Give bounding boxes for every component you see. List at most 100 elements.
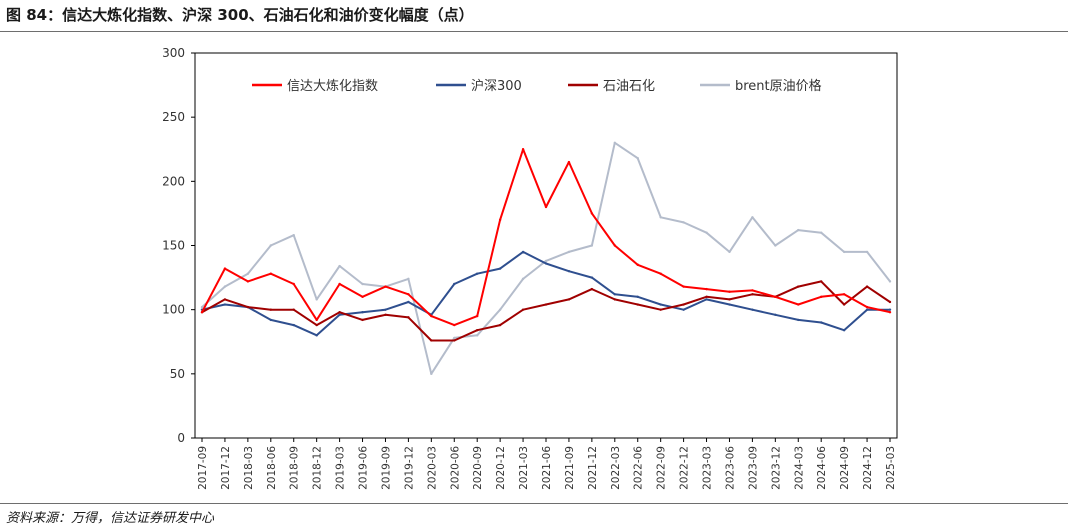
series-point	[223, 285, 227, 288]
series-point	[246, 272, 250, 275]
series-point	[590, 287, 594, 291]
series-point	[200, 305, 204, 309]
series-point	[590, 212, 594, 215]
x-tick-label: 2023-03	[702, 446, 714, 490]
series-point	[292, 234, 295, 237]
series-point	[521, 250, 525, 254]
series-point	[315, 323, 318, 327]
series-point	[774, 244, 777, 247]
series-point	[820, 321, 823, 324]
x-tick-label: 2019-06	[358, 446, 370, 490]
series-point	[384, 285, 387, 288]
series-point	[476, 329, 479, 332]
series-point	[659, 308, 662, 311]
series-point	[453, 336, 456, 340]
series-point	[613, 298, 616, 301]
y-tick-label: 250	[162, 110, 185, 124]
series-point	[361, 318, 364, 322]
x-tick-label: 2018-12	[312, 446, 324, 490]
series-point	[338, 264, 341, 268]
x-tick-label: 2018-09	[289, 446, 301, 490]
x-tick-label: 2021-03	[518, 446, 530, 490]
y-tick-label: 300	[162, 46, 185, 60]
series-point	[498, 323, 502, 327]
x-tick-label: 2019-12	[403, 446, 415, 490]
plot-area: 0 50 100 150 200 250 300 2017-09 2017-12 2018-03 2…	[162, 46, 898, 490]
series-point	[659, 216, 662, 219]
series-point	[705, 298, 708, 301]
series-point	[865, 250, 869, 254]
x-tick-label: 2021-06	[541, 446, 553, 490]
series-point	[384, 308, 387, 311]
x-tick-label: 2020-12	[495, 446, 507, 490]
y-tick-label: 200	[162, 174, 185, 188]
x-tick-label: 2022-03	[610, 446, 622, 490]
series-point	[888, 300, 892, 304]
series-point	[292, 308, 295, 311]
x-tick-label: 2020-09	[472, 446, 484, 490]
series-point	[590, 244, 594, 247]
series-point	[682, 303, 685, 306]
series-point	[705, 295, 708, 299]
chart-title: 图 84：信达大炼化指数、沪深 300、石油石化和油价变化幅度（点）	[6, 6, 474, 24]
series-point	[476, 272, 479, 275]
series-point	[476, 334, 479, 337]
x-tick-label: 2023-06	[724, 446, 736, 490]
top-divider	[0, 31, 1068, 32]
series-point	[820, 231, 823, 234]
series-point	[430, 372, 433, 376]
series-point	[567, 269, 571, 273]
series-point	[728, 290, 731, 293]
series-point	[338, 313, 341, 316]
legend-label-0: 信达大炼化指数	[287, 79, 378, 94]
y-tick-label: 50	[170, 367, 185, 381]
series-point	[636, 295, 639, 299]
series-point	[888, 311, 892, 314]
series-point	[476, 314, 479, 318]
series-point	[751, 293, 754, 296]
series-line-2	[201, 280, 891, 342]
series-point	[315, 298, 318, 301]
x-tick-label: 2021-12	[587, 446, 599, 490]
series-point	[682, 285, 685, 288]
x-tick-label: 2023-09	[747, 446, 759, 490]
series-point	[361, 282, 364, 286]
x-tick-label: 2024-09	[839, 446, 851, 490]
x-tick-label: 2019-03	[335, 446, 347, 490]
x-tick-label: 2022-12	[679, 446, 691, 490]
series-point	[430, 339, 433, 342]
series-point	[636, 303, 639, 306]
series-point	[728, 303, 731, 306]
series-point	[797, 303, 800, 306]
series-point	[820, 280, 823, 283]
series-point	[797, 318, 800, 322]
series-point	[223, 298, 227, 301]
series-point	[269, 244, 272, 247]
x-tick-label: 2020-03	[426, 446, 438, 490]
x-tick-label: 2022-09	[656, 446, 668, 490]
series-point	[842, 329, 846, 332]
series-point	[315, 318, 318, 322]
series-point	[567, 250, 571, 254]
line-chart: 0 50 100 150 200 250 300 2017-09 2017-12 2018-03 2…	[162, 46, 898, 490]
series-point	[453, 339, 456, 342]
series-point	[498, 218, 502, 222]
y-tick-label: 150	[162, 239, 185, 253]
plot-frame	[194, 52, 898, 439]
series-line-3	[201, 141, 891, 375]
x-tick-label: 2025-03	[885, 446, 897, 490]
y-tick-label: 0	[177, 431, 185, 445]
x-tick-label: 2022-06	[633, 446, 645, 490]
series-point	[842, 250, 846, 254]
series-point	[200, 311, 204, 314]
x-tick-label: 2024-12	[862, 446, 874, 490]
series-point	[384, 313, 387, 316]
series-point	[842, 303, 846, 306]
series-point	[751, 308, 754, 311]
series-point	[636, 263, 639, 266]
series-point	[269, 318, 272, 322]
series-point	[498, 267, 502, 270]
series-point	[338, 282, 341, 286]
series-point	[338, 311, 341, 314]
series-point	[430, 314, 433, 318]
